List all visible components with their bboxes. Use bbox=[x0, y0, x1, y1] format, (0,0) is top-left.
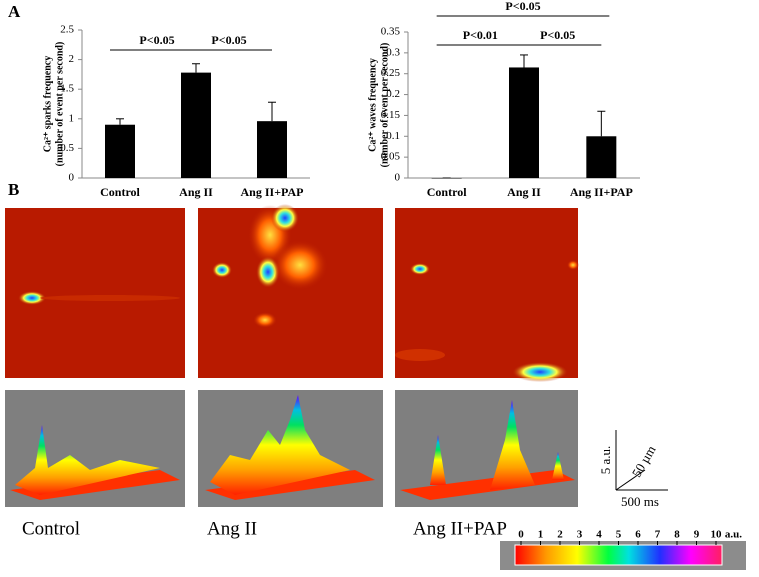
x-tick-label: Ang II+PAP bbox=[241, 185, 304, 199]
line-scan-images bbox=[5, 204, 579, 382]
colorbar-unit: a.u. bbox=[725, 529, 742, 541]
colorbar-tick-label: 9 bbox=[694, 529, 700, 541]
significance-label: P<0.05 bbox=[139, 33, 174, 47]
significance-label: P<0.05 bbox=[540, 28, 575, 42]
y-axis-label: Ca²⁺ sparks frequency bbox=[42, 56, 53, 152]
y-tick-label: 0 bbox=[395, 172, 401, 184]
surface-plots bbox=[5, 390, 578, 507]
panel-label: B bbox=[8, 180, 19, 199]
image-caption: Control bbox=[22, 518, 80, 539]
y-tick-label: 0.1 bbox=[386, 130, 400, 142]
y-tick-label: 0.35 bbox=[381, 26, 401, 38]
significance-label: P<0.05 bbox=[505, 0, 540, 13]
colorbar-tick-label: 10 bbox=[711, 529, 723, 541]
y-tick-label: 2 bbox=[69, 53, 75, 65]
y-tick-label: 0.2 bbox=[386, 88, 400, 100]
significance-label: P<0.01 bbox=[463, 28, 498, 42]
x-tick-label: Ang II bbox=[507, 185, 541, 199]
colorbar-tick-label: 8 bbox=[674, 529, 680, 541]
bar bbox=[257, 121, 287, 178]
significance-label: P<0.05 bbox=[211, 33, 246, 47]
y-tick-label: 0.5 bbox=[60, 142, 74, 154]
y-tick-label: 1 bbox=[69, 112, 75, 124]
y-tick-label: 0.05 bbox=[381, 151, 401, 163]
image-caption: Ang II+PAP bbox=[413, 518, 507, 539]
colorbar-tick-label: 7 bbox=[655, 529, 661, 541]
colorbar bbox=[514, 544, 723, 566]
bar bbox=[105, 124, 135, 178]
bar bbox=[181, 72, 211, 178]
y-tick-label: 1.5 bbox=[60, 83, 74, 95]
image-caption: Ang II bbox=[207, 518, 257, 539]
y-tick-label: 0.15 bbox=[381, 109, 401, 121]
scale-label: 500 ms bbox=[621, 494, 659, 509]
colorbar-tick-label: 0 bbox=[518, 529, 524, 541]
colorbar-tick-label: 3 bbox=[577, 529, 583, 541]
bar bbox=[586, 136, 617, 178]
panel-label: A bbox=[8, 2, 21, 21]
y-axis-label: (number of event per second) bbox=[379, 43, 390, 168]
bar bbox=[509, 67, 539, 178]
colorbar-tick-label: 5 bbox=[616, 529, 622, 541]
x-tick-label: Ang II+PAP bbox=[570, 185, 633, 199]
scale-label: 5 a.u. bbox=[598, 446, 613, 475]
x-tick-label: Control bbox=[100, 185, 140, 199]
y-axis-label: (number of event per second) bbox=[54, 42, 65, 167]
y-tick-label: 0.25 bbox=[381, 67, 401, 79]
y-axis-label: Ca²⁺ waves frequency bbox=[367, 58, 378, 152]
colorbar-tick-label: 2 bbox=[557, 529, 563, 541]
y-tick-label: 2.5 bbox=[60, 24, 74, 36]
scale-label: 50 µm bbox=[629, 443, 659, 480]
colorbar-tick-label: 1 bbox=[538, 529, 544, 541]
colorbar-tick-label: 6 bbox=[635, 529, 641, 541]
y-tick-label: 0.3 bbox=[386, 46, 400, 58]
scale-bar bbox=[615, 430, 668, 491]
y-tick-label: 0 bbox=[69, 172, 75, 184]
colorbar-tick-label: 4 bbox=[596, 529, 602, 541]
x-tick-label: Control bbox=[427, 185, 467, 199]
x-tick-label: Ang II bbox=[179, 185, 213, 199]
